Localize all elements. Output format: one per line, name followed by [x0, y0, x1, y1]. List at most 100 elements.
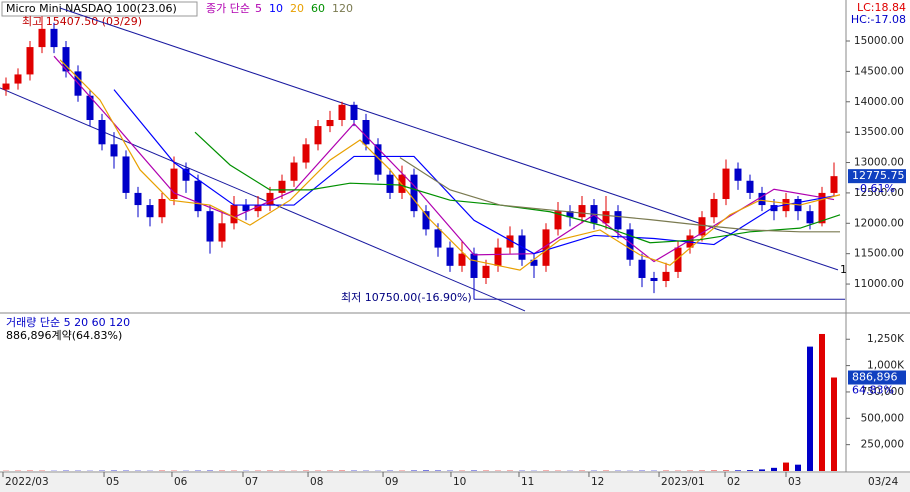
volume-bar [819, 333, 825, 471]
last-price: 12775.75 [852, 169, 905, 182]
candle-body [62, 47, 70, 72]
candle-body [194, 180, 202, 212]
candle-body [386, 174, 394, 193]
candle-body [734, 168, 742, 181]
candle-body [374, 144, 382, 175]
candle-body [530, 259, 538, 266]
volume-bar [723, 470, 729, 471]
candle-body [158, 198, 166, 218]
high-label: 최고 15407.50 (03/29) [22, 15, 142, 28]
candle-body [98, 120, 106, 145]
candle-body [830, 176, 838, 193]
candle-body [566, 211, 574, 218]
candle-body [218, 223, 226, 242]
candle-body [146, 205, 154, 218]
moving-average [53, 55, 835, 263]
candle-body [182, 168, 190, 181]
legend-entry: 10 [269, 2, 283, 15]
candle-body [746, 180, 754, 193]
x-tick-label: 03 [788, 476, 801, 488]
candle-body [302, 144, 310, 163]
candle-body [506, 235, 514, 248]
candle-body [26, 47, 34, 75]
candle-body [38, 28, 46, 48]
y-tick-label: 1,250K [867, 333, 905, 345]
change-label: -0.61% [856, 182, 895, 195]
trendline [0, 87, 526, 312]
candle-body [662, 271, 670, 282]
candle-body [446, 247, 454, 266]
y-tick-label: 500,000 [861, 412, 904, 424]
candle-body [470, 253, 478, 278]
candle-body [134, 192, 142, 206]
candle-body [398, 174, 406, 193]
volume-bar [423, 470, 429, 471]
x-tick-label: 08 [310, 476, 323, 488]
y-tick-label: 13500.00 [854, 126, 904, 138]
x-tick-label: 06 [174, 476, 188, 488]
candle-body [350, 104, 358, 120]
y-tick-label: 250,000 [861, 439, 904, 451]
y-tick-label: 15000.00 [854, 35, 904, 47]
lc-label: LC:18.84 [857, 1, 906, 14]
candle-body [674, 247, 682, 272]
candle-body [122, 156, 130, 193]
candle-body [722, 168, 730, 199]
volume-bar [747, 470, 753, 471]
x-tick-label: 2023/01 [661, 476, 705, 488]
candle-body [602, 211, 610, 224]
candle-body [614, 211, 622, 230]
candle-body [338, 104, 346, 120]
x-tick-label: 11 [521, 476, 534, 488]
x-tick-label: 02 [727, 476, 740, 488]
candle-body [770, 205, 778, 212]
x-tick-label: 07 [245, 476, 258, 488]
x-tick-label: 09 [385, 476, 398, 488]
candle-body [266, 192, 274, 206]
candle-body [314, 126, 322, 145]
moving-average [113, 89, 835, 255]
hc-label: HC:-17.08 [851, 13, 906, 26]
candle-body [50, 28, 58, 48]
candle-body [482, 265, 490, 278]
x-tick-label: 05 [106, 476, 119, 488]
candle-body [710, 198, 718, 218]
legend-prefix: 종가 단순 [206, 2, 250, 15]
title-box [1, 1, 198, 17]
x-tick-label: 12 [591, 476, 604, 488]
candle-body [110, 144, 118, 157]
candle-body [686, 235, 694, 248]
candle-body [458, 253, 466, 266]
last-date: 03/24 [868, 476, 899, 488]
volume-bar [759, 469, 765, 471]
y-tick-label: 11000.00 [854, 278, 904, 290]
volume-bar [795, 464, 801, 471]
volume-bar [783, 462, 789, 471]
y-tick-label: 14000.00 [854, 96, 904, 108]
candle-body [434, 229, 442, 248]
candle-body [494, 247, 502, 266]
y-tick-label: 14500.00 [854, 65, 904, 77]
volume-last: 886,896 [852, 371, 898, 384]
candle-body [650, 277, 658, 282]
y-tick-label: 11500.00 [854, 248, 904, 260]
candle-body [818, 192, 826, 224]
legend-entry: 120 [332, 2, 353, 15]
moving-average [59, 59, 841, 271]
y-tick-label: 1,000K [867, 360, 905, 372]
volume-bar [735, 470, 741, 471]
candle-body [206, 211, 214, 242]
candle-body [242, 205, 250, 212]
y-tick-label: 12000.00 [854, 217, 904, 229]
candle-body [758, 192, 766, 206]
line-label: 1 [840, 263, 847, 276]
y-tick-label: 12500.00 [854, 187, 904, 199]
candle-body [422, 211, 430, 230]
volume-box [848, 370, 906, 385]
candle-body [86, 95, 94, 120]
x-tick-label: 10 [453, 476, 466, 488]
price-box [848, 169, 906, 184]
x-tick-label: 2022/03 [5, 476, 49, 488]
volume-bar [771, 467, 777, 471]
